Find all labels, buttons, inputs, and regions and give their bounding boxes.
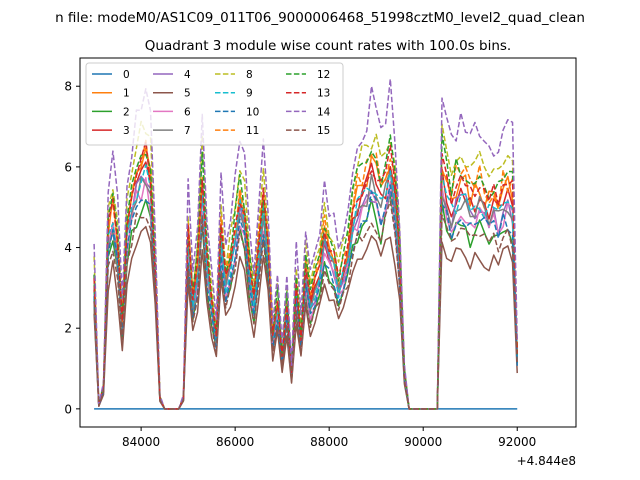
legend-label-7: 7 bbox=[184, 125, 191, 137]
y-tick-label: 0 bbox=[64, 402, 72, 416]
y-tick-label: 8 bbox=[64, 80, 72, 94]
x-tick-label: 86000 bbox=[216, 435, 254, 449]
legend-label-15: 15 bbox=[317, 125, 330, 137]
legend-label-1: 1 bbox=[123, 88, 130, 100]
y-axis: 0 2 4 6 8 bbox=[64, 80, 80, 416]
x-tick-label: 92000 bbox=[498, 435, 536, 449]
series-line-15 bbox=[93, 200, 518, 410]
legend-label-8: 8 bbox=[246, 69, 253, 81]
legend-label-2: 2 bbox=[123, 106, 130, 118]
series-layer bbox=[93, 78, 518, 410]
legend-label-0: 0 bbox=[123, 69, 130, 81]
legend-label-6: 6 bbox=[184, 106, 191, 118]
y-tick-label: 2 bbox=[64, 322, 72, 336]
x-tick-label: 84000 bbox=[122, 435, 160, 449]
legend-label-5: 5 bbox=[184, 88, 191, 100]
legend-box bbox=[85, 62, 344, 146]
series-line-10 bbox=[93, 184, 518, 410]
x-axis: 84000 86000 88000 90000 92000 bbox=[122, 427, 536, 449]
legend-label-4: 4 bbox=[184, 69, 191, 81]
legend-label-9: 9 bbox=[246, 88, 253, 100]
x-tick-label: 88000 bbox=[310, 435, 348, 449]
legend-label-12: 12 bbox=[317, 69, 330, 81]
x-offset-label: +4.844e8 bbox=[517, 454, 576, 468]
legend-label-3: 3 bbox=[123, 125, 130, 137]
y-tick-label: 4 bbox=[64, 241, 72, 255]
legend-label-11: 11 bbox=[246, 125, 259, 137]
plot-frame bbox=[79, 57, 577, 428]
legend-label-13: 13 bbox=[317, 88, 330, 100]
legend-label-10: 10 bbox=[246, 106, 259, 118]
legend-label-14: 14 bbox=[317, 106, 331, 118]
y-tick-label: 6 bbox=[64, 160, 72, 174]
x-tick-label: 90000 bbox=[404, 435, 442, 449]
chart-title: Quadrant 3 module wise count rates with … bbox=[145, 38, 511, 54]
figure-suptitle: n file: modeM0/AS1C09_011T06_9000006468_… bbox=[55, 10, 585, 26]
series-line-13 bbox=[93, 140, 518, 410]
